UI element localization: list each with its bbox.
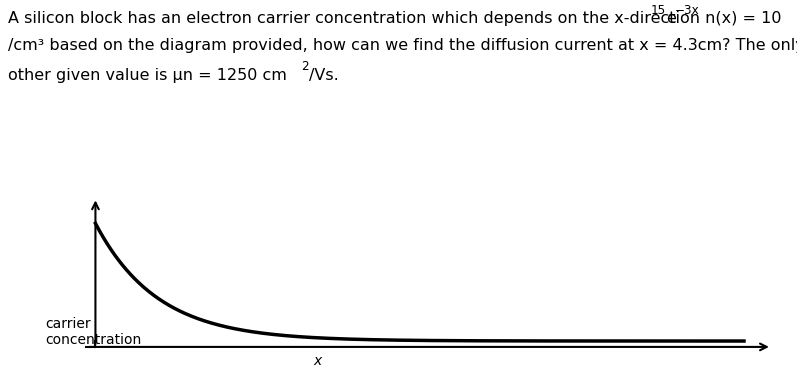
Text: x: x (314, 354, 322, 366)
Text: e: e (666, 11, 676, 26)
Text: carrier
concentration: carrier concentration (45, 317, 142, 347)
Text: other given value is μn = 1250 cm: other given value is μn = 1250 cm (8, 68, 287, 83)
Text: A silicon block has an electron carrier concentration which depends on the x-dir: A silicon block has an electron carrier … (8, 11, 782, 26)
Text: −3x: −3x (674, 4, 699, 17)
Text: 15: 15 (651, 4, 666, 17)
Text: /cm³ based on the diagram provided, how can we find the diffusion current at x =: /cm³ based on the diagram provided, how … (8, 38, 797, 53)
Text: 2: 2 (301, 60, 309, 74)
Text: /Vs.: /Vs. (309, 68, 339, 83)
